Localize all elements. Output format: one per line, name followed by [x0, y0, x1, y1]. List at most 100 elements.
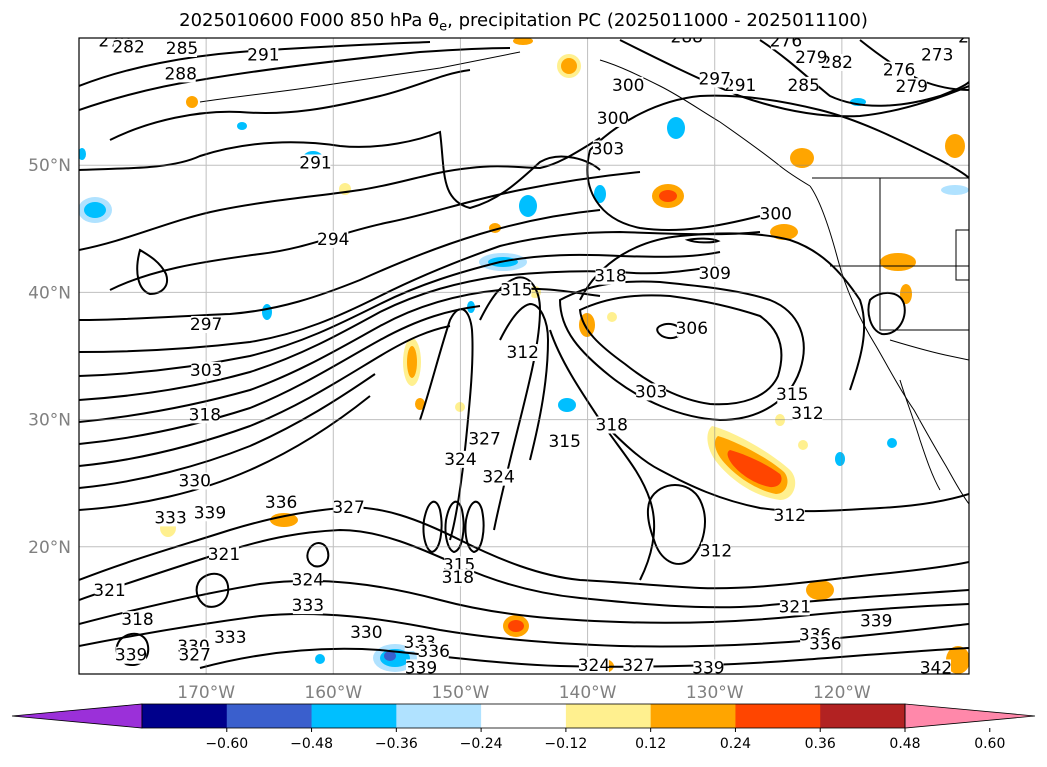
- contour-label-bg: [501, 281, 532, 299]
- chart-title-prefix: 2025010600 F000 850 hPa θ: [179, 10, 440, 31]
- contour-label: 300: [612, 76, 644, 96]
- contour-line: [656, 323, 682, 340]
- coastlines: [199, 51, 969, 505]
- precip-patch: [186, 96, 198, 108]
- precip-patch: [415, 398, 425, 410]
- contour-label: 333: [292, 596, 324, 616]
- contour-label: 342: [920, 658, 952, 678]
- contour-label: 288: [164, 64, 196, 84]
- contour-label-bg: [700, 542, 731, 560]
- colorbar-segment: [481, 704, 567, 728]
- precip-patch: [946, 646, 969, 674]
- contour-label-bg: [351, 623, 382, 641]
- contour-line: [558, 280, 805, 422]
- contour-label-bg: [774, 506, 805, 524]
- contour-label-bg: [636, 383, 667, 401]
- contour-label-bg: [248, 46, 279, 64]
- contour-line: [599, 419, 969, 513]
- lat-tick-label: 20°N: [28, 538, 71, 558]
- contour-label-bg: [333, 499, 364, 517]
- contour-line: [619, 39, 969, 118]
- contour-label-bg: [179, 472, 210, 490]
- precip-patch: [315, 654, 325, 664]
- lat-tick-label: 50°N: [28, 156, 71, 176]
- contour-label-bg: [613, 76, 644, 94]
- contour-label-bg: [300, 154, 331, 172]
- contour-label-bg: [292, 571, 323, 589]
- precip-patch: [945, 134, 965, 158]
- lon-tick-label: 120°W: [813, 683, 871, 703]
- contour-label: 309: [698, 264, 730, 284]
- contour-label: 333: [154, 508, 186, 528]
- contour-label: 279: [795, 48, 827, 68]
- contour-label-bg: [598, 109, 628, 127]
- contour-label: 315: [776, 385, 808, 405]
- precip-patch: [270, 513, 298, 527]
- contour-label: 318: [594, 267, 626, 287]
- contour-label-bg: [699, 265, 730, 283]
- contour-line: [79, 506, 969, 590]
- contour-label-bg: [179, 646, 210, 664]
- contour-label: 297: [698, 70, 730, 90]
- contour-label-bg: [194, 504, 225, 522]
- contour-line: [195, 572, 230, 608]
- colorbar-tick-label: 0.36: [805, 736, 836, 752]
- contour-label: 336: [418, 642, 450, 662]
- coastline-aleutians: [199, 51, 521, 103]
- contour-line: [79, 373, 376, 489]
- contour-line: [79, 305, 481, 445]
- precip-patch: [887, 438, 897, 448]
- precip-patch: [941, 185, 969, 195]
- colorbar-segment: [311, 704, 397, 728]
- contour-label: 321: [779, 597, 811, 617]
- contour-label: 282: [821, 53, 853, 73]
- colorbar-extend-low: [11, 703, 143, 729]
- contour-label: 285: [166, 39, 198, 59]
- contour-label-bg: [922, 46, 953, 64]
- contour-label-bg: [699, 70, 730, 88]
- contour-label-bg: [155, 509, 186, 527]
- colorbar-tick-label: −0.48: [290, 736, 333, 752]
- contour-label: 318: [442, 568, 474, 588]
- contour-label-bg: [507, 344, 538, 361]
- colorbar-frame: [141, 703, 906, 729]
- contour-line: [464, 500, 485, 554]
- precip-patch: [519, 195, 537, 217]
- contour-line: [578, 294, 783, 406]
- contour-label-bg: [418, 642, 449, 660]
- contour-label: 291: [299, 153, 331, 173]
- contour-label-bg: [821, 53, 852, 71]
- contour-line: [79, 41, 431, 87]
- contour-label: 318: [121, 610, 153, 630]
- contour-label: 330: [178, 471, 210, 491]
- contour-label-bg: [770, 38, 801, 50]
- contour-line: [867, 292, 906, 336]
- contour-label-bg: [578, 656, 609, 674]
- contour-label-bg: [896, 78, 927, 96]
- contour-label-bg: [693, 659, 724, 674]
- precip-patch: [594, 185, 606, 203]
- precip-patch: [835, 452, 845, 466]
- contour-line: [109, 69, 471, 141]
- precip-patch: [262, 304, 272, 320]
- contour-label-bg: [596, 416, 627, 434]
- contour-label: 303: [592, 139, 624, 159]
- contour-label: 339: [194, 503, 226, 523]
- contour-labels: 2792822852882912912942973033183303393363…: [93, 38, 969, 678]
- contour-line: [549, 329, 656, 581]
- contour-label: 306: [676, 319, 708, 339]
- contour-label-bg: [788, 76, 819, 94]
- contour-label: 291: [247, 45, 279, 65]
- contour-label-bg: [725, 76, 756, 94]
- contour-line: [79, 230, 761, 353]
- colorbar-segment: [735, 704, 821, 728]
- precip-patch: [79, 148, 86, 160]
- contour-line: [579, 232, 866, 391]
- coastline-west-coast: [809, 185, 969, 505]
- contour-label: 318: [596, 416, 628, 436]
- contour-label-bg: [191, 316, 222, 334]
- contour-line: [444, 500, 465, 554]
- chart-title-suffix: , precipitation PC (2025011000 - 2025011…: [447, 10, 868, 31]
- lon-tick-label: 160°W: [304, 683, 362, 703]
- border-us-mexico: [889, 339, 969, 361]
